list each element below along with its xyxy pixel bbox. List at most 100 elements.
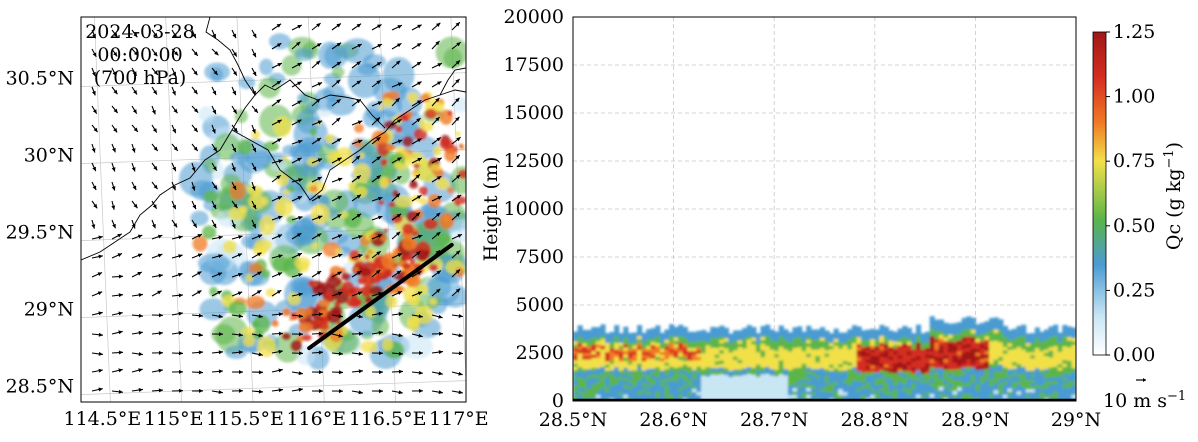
qc-cell (614, 391, 619, 395)
qc-cell (655, 343, 660, 347)
qc-cell (953, 327, 958, 331)
qc-cell (760, 353, 765, 357)
qc-cell (1003, 367, 1008, 371)
qc-cell (806, 377, 811, 381)
qc-cell (957, 379, 962, 383)
qc-cell (998, 394, 1003, 398)
qc-cell (760, 364, 765, 368)
cloud-cell (246, 296, 265, 310)
qc-cell (957, 340, 962, 344)
qc-cell (852, 380, 857, 384)
qc-cell (1062, 380, 1067, 384)
qc-cell (678, 366, 683, 370)
cs-y-tick: 12500 (504, 150, 564, 172)
qc-cell (614, 339, 619, 343)
qc-cell (948, 334, 953, 338)
cloud-cell (428, 194, 442, 208)
qc-cell (953, 355, 958, 359)
qc-cell (678, 370, 683, 374)
qc-cell (934, 371, 939, 375)
map-panel: 2024-03-28 00:00:00 (700 hPa) 114.5°E 115… (6, 17, 489, 430)
qc-cell (765, 332, 770, 336)
qc-cell (962, 341, 967, 345)
qc-cell (934, 357, 939, 361)
qc-cell (852, 342, 857, 346)
qc-cell (948, 369, 953, 373)
qc-cell (760, 367, 765, 371)
qc-cell (943, 333, 948, 337)
qc-cell (719, 360, 724, 364)
qc-cell (934, 375, 939, 379)
qc-cell (957, 376, 962, 380)
cloud-cell (382, 253, 396, 270)
qc-cell (1017, 370, 1022, 374)
qc-cell (1021, 387, 1026, 391)
qc-cell (948, 345, 953, 349)
cloud-cell (320, 282, 330, 288)
qc-cell (939, 331, 944, 335)
qc-cell (948, 383, 953, 387)
qc-cell (989, 378, 994, 382)
qc-cell (930, 393, 935, 397)
qc-cell (669, 366, 674, 370)
qc-cell (779, 332, 784, 336)
qc-cell (719, 356, 724, 360)
qc-cell (930, 389, 935, 393)
qc-cell (948, 376, 953, 380)
qc-cell (943, 394, 948, 398)
qc-cell (678, 384, 683, 388)
qc-cell (989, 375, 994, 379)
qc-cell (879, 359, 884, 363)
qc-cell (971, 359, 976, 363)
qc-cell (953, 387, 958, 391)
qc-cell (962, 367, 967, 371)
qc-cell (765, 325, 770, 329)
qc-cell (825, 331, 830, 335)
qc-cell (902, 381, 907, 385)
qc-cell (1003, 343, 1008, 347)
qc-cell (998, 371, 1003, 375)
qc-cell (600, 363, 605, 367)
qc-cell (669, 387, 674, 391)
qc-cell (930, 362, 935, 366)
qc-cell (678, 339, 683, 343)
qc-cell (779, 394, 784, 398)
qc-cell (916, 359, 921, 363)
cs-y-tick: 0 (552, 390, 564, 412)
qc-cell (985, 383, 990, 387)
qc-cell (600, 349, 605, 353)
qc-cell (966, 386, 971, 390)
cross-section-cloud (573, 316, 1077, 401)
colorbar-tick-labels: 0.000.250.500.751.001.25 (1106, 21, 1155, 366)
qc-cell (779, 339, 784, 343)
qc-cell (852, 339, 857, 343)
qc-cell (1021, 373, 1026, 377)
qc-cell (934, 364, 939, 368)
qc-cell (966, 355, 971, 359)
qc-cell (971, 348, 976, 352)
qc-cell (966, 370, 971, 374)
qc-cell (765, 380, 770, 384)
qc-cell (930, 351, 935, 355)
qc-cell (578, 329, 583, 333)
wind-arrowhead (98, 236, 102, 240)
qc-cell (939, 338, 944, 342)
qc-cell (655, 353, 660, 357)
cloud-cell (239, 206, 247, 214)
qc-cell (578, 387, 583, 391)
qc-cell (934, 327, 939, 331)
qc-cell (989, 322, 994, 326)
qc-cell (747, 356, 752, 360)
qc-cell (733, 330, 738, 334)
cloud-cell (455, 131, 460, 136)
qc-cell (902, 363, 907, 367)
qc-cell (1021, 391, 1026, 395)
qc-cell (907, 328, 912, 332)
qc-cell (930, 320, 935, 324)
qc-cell (957, 390, 962, 394)
qc-cell (637, 370, 642, 374)
qc-cell (669, 335, 674, 339)
cloud-cell (357, 277, 366, 285)
qc-cell (994, 325, 999, 329)
qc-cell (953, 344, 958, 348)
